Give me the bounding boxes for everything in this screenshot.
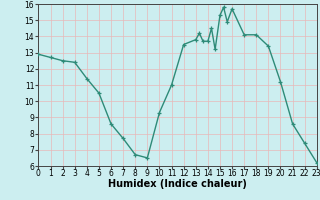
X-axis label: Humidex (Indice chaleur): Humidex (Indice chaleur) <box>108 179 247 189</box>
